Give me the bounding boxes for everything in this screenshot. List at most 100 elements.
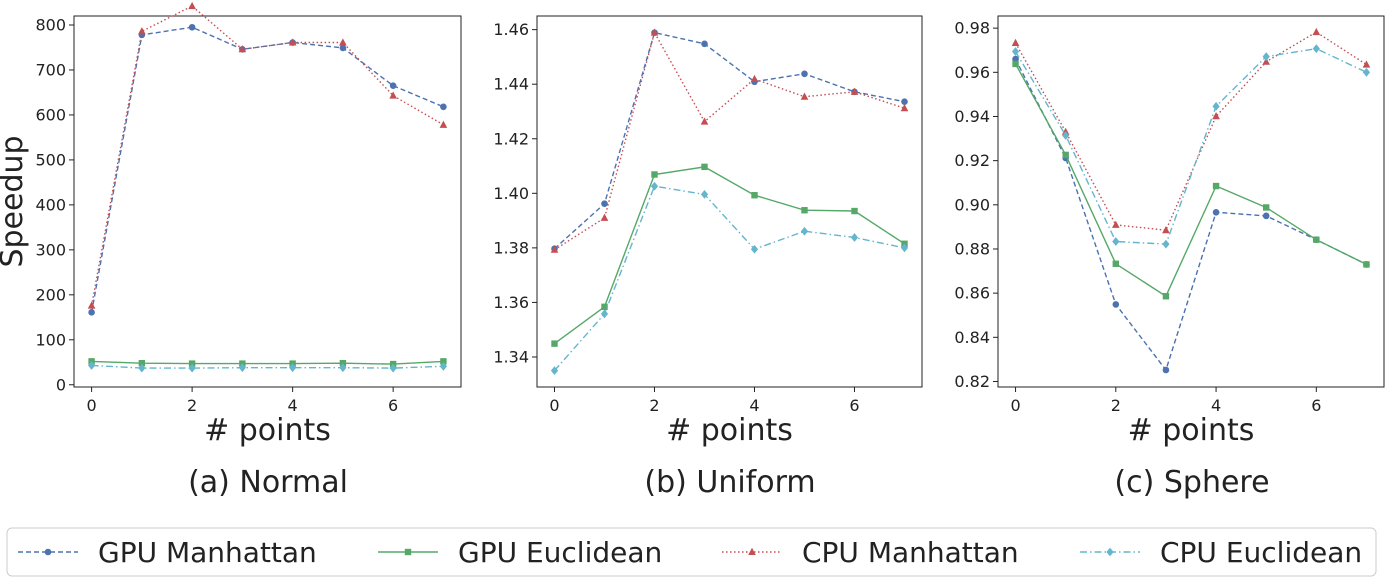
y-tick-label: 800 [35,15,66,34]
data-point [900,243,909,253]
data-point [389,82,397,90]
data-point [1262,57,1270,65]
y-tick-label: 0 [56,375,66,394]
data-point [88,309,95,316]
y-tick-label: 700 [35,60,66,79]
legend-item: GPU Euclidean [378,536,662,569]
data-point [800,92,809,100]
data-point [1162,366,1170,374]
series-gpu-manhattan [1012,55,1370,374]
data-point [701,40,708,48]
data-point [601,303,608,310]
series-gpu-manhattan [88,23,447,316]
data-point [440,358,447,365]
plot-frame [536,15,923,388]
data-point [1011,47,1020,56]
series-cpu-euclidean [87,361,448,373]
data-point [650,181,659,191]
x-tick-label: 0 [1010,396,1020,415]
data-point [650,28,659,36]
series-cpu-euclidean [550,181,909,376]
plot-frame [997,15,1385,388]
y-tick-label: 1.42 [493,129,529,148]
series-gpu-euclidean [551,163,908,347]
data-point [1162,226,1170,234]
data-point [1112,237,1120,246]
data-point [1362,67,1371,77]
plot-frame [73,15,462,388]
x-axis-label: # points [204,413,331,448]
legend-label: CPU Euclidean [1160,536,1362,569]
series-line [553,185,905,372]
data-point [850,233,859,242]
data-point [800,226,809,236]
data-point [901,98,908,105]
y-tick-label: 1.38 [493,238,529,257]
legend-marker [44,548,52,556]
y-tick-label: 1.40 [493,184,529,203]
data-point [751,192,758,199]
data-point [1312,27,1321,36]
data-point [1012,60,1019,68]
y-tick-label: 1.46 [493,20,529,39]
data-point [238,45,247,53]
y-tick-label: 0.88 [954,239,990,258]
x-tick-label: 4 [1211,396,1221,415]
y-tick-label: 0.84 [954,328,990,347]
x-tick-label: 6 [1311,396,1321,415]
data-point [339,359,347,367]
series-line [1014,58,1367,372]
series-line [554,166,905,345]
x-tick-label: 6 [849,396,859,415]
data-point [1062,131,1070,140]
y-tick-label: 0.94 [954,107,990,126]
x-tick-label: 4 [288,396,298,415]
data-point [289,363,297,373]
data-point [1011,38,1020,46]
chart-panel-2: 1.34 1.36 1.38 1.40 1.42 1.44 1.46 0 2 4 6 # points… [493,15,923,500]
data-point [188,1,196,10]
data-point [1313,236,1320,243]
data-point [1112,301,1120,308]
y-tick-label: 400 [35,195,66,214]
data-point [288,38,297,46]
data-point [600,213,609,221]
data-point [750,244,759,254]
data-point [1212,182,1220,190]
series-line [554,30,905,251]
data-point [1012,55,1019,63]
data-point [1112,220,1120,228]
legend-label: GPU Euclidean [458,536,662,569]
x-tick-label: 4 [749,396,759,415]
data-point [801,207,808,214]
y-tick-label: 600 [35,105,66,124]
data-point [700,117,709,125]
chart-panel-3: 0.82 0.84 0.86 0.88 0.90 0.92 0.94 0.96 0.98 0 2 4 6… [954,15,1385,500]
legend-label: CPU Manhattan [802,536,1019,569]
x-tick-label: 6 [388,396,398,415]
data-point [1162,293,1170,300]
chart-panel-1: 0 100 200 300 400 500 600 700 800 0 2 4 6 # points Spe… [0,1,462,500]
data-point [900,104,909,112]
data-point [551,340,558,347]
data-point [389,91,397,99]
x-axis-label: # points [666,413,793,448]
y-tick-label: 300 [35,240,66,259]
legend-marker [404,548,412,556]
data-point [701,163,708,171]
y-tick-label: 0.92 [954,151,990,170]
data-point [339,44,347,52]
x-tick-label: 2 [1111,396,1121,415]
data-point [1112,260,1120,267]
legend-marker [1106,547,1114,557]
data-point [1362,60,1371,68]
series-cpu-manhattan [550,28,909,253]
panel-caption: (b) Uniform [644,465,815,500]
data-point [750,74,759,83]
data-point [1312,44,1320,54]
data-point [550,366,559,376]
data-point [1262,212,1270,220]
data-point [601,200,608,207]
legend-label: GPU Manhattan [98,536,317,569]
series-line [91,360,444,365]
